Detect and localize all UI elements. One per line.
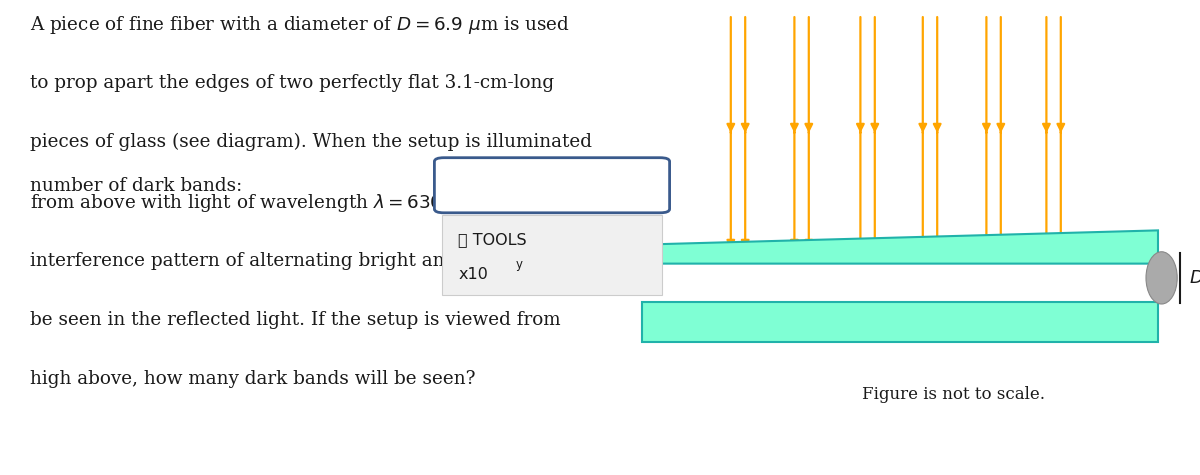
Polygon shape: [642, 302, 1158, 342]
Text: y: y: [516, 258, 523, 271]
Ellipse shape: [1146, 252, 1177, 304]
Text: high above, how many dark bands will be seen?: high above, how many dark bands will be …: [30, 370, 475, 389]
Text: Figure is not to scale.: Figure is not to scale.: [863, 386, 1045, 403]
Text: number of dark bands:: number of dark bands:: [30, 177, 242, 195]
Text: from above with light of wavelength $\lambda = 630$ nm, an: from above with light of wavelength $\la…: [30, 192, 512, 214]
Text: A piece of fine fiber with a diameter of $D = 6.9~\mu$m is used: A piece of fine fiber with a diameter of…: [30, 14, 570, 36]
Text: x10: x10: [458, 267, 488, 283]
Text: be seen in the reflected light. If the setup is viewed from: be seen in the reflected light. If the s…: [30, 311, 560, 329]
Text: 🔧 TOOLS: 🔧 TOOLS: [458, 232, 527, 247]
Polygon shape: [642, 230, 1158, 264]
Text: interference pattern of alternating bright and dark bands will: interference pattern of alternating brig…: [30, 252, 606, 270]
FancyBboxPatch shape: [442, 215, 662, 295]
Text: pieces of glass (see diagram). When the setup is illuminated: pieces of glass (see diagram). When the …: [30, 133, 592, 151]
FancyBboxPatch shape: [434, 158, 670, 213]
Text: $D$: $D$: [1189, 269, 1200, 287]
Text: to prop apart the edges of two perfectly flat 3.1-cm-long: to prop apart the edges of two perfectly…: [30, 74, 554, 92]
